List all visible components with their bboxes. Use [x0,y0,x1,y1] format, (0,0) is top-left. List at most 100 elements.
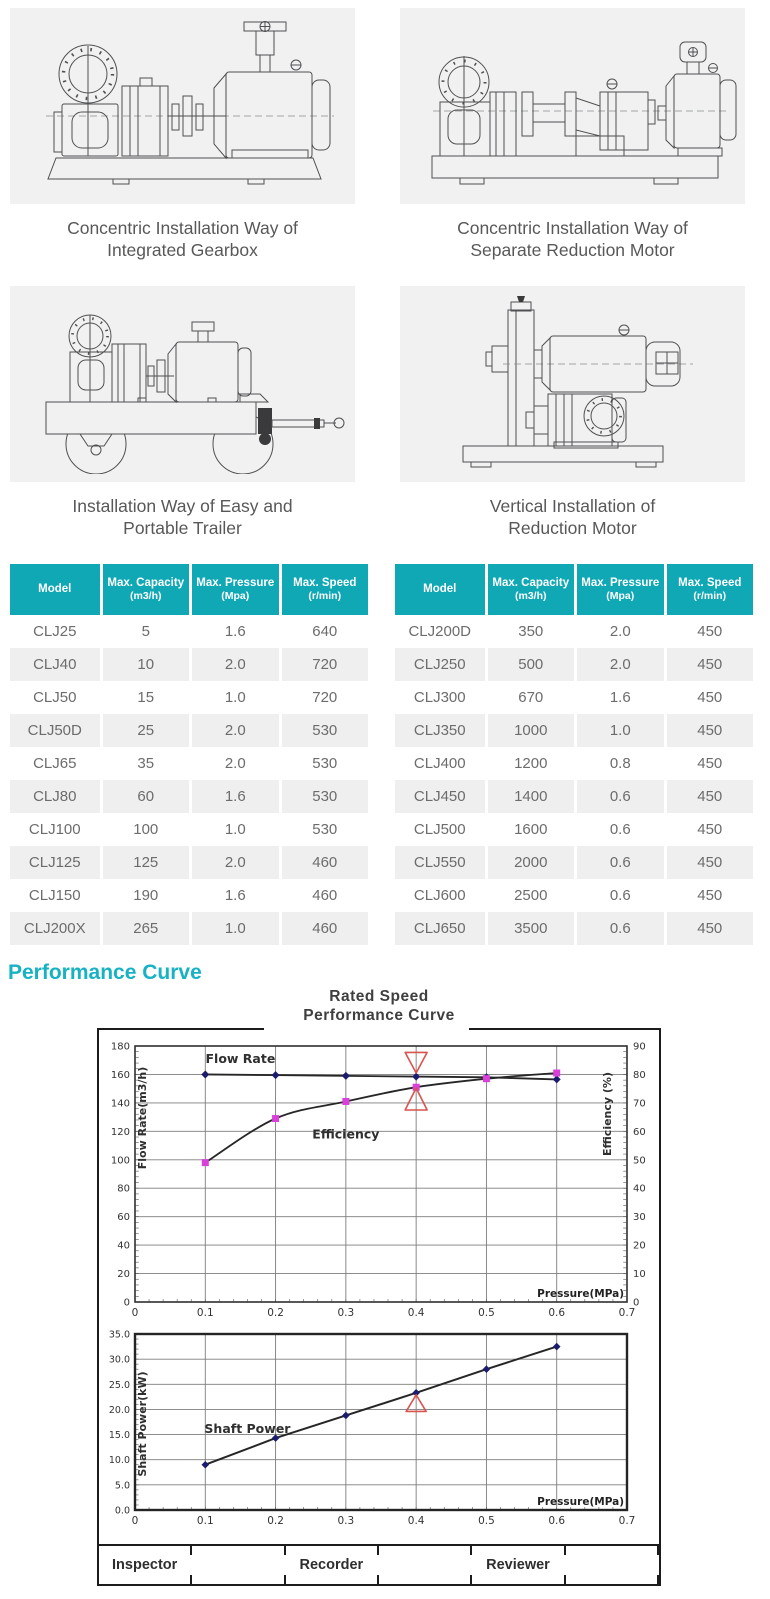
table-cell: 1.6 [189,614,279,648]
table-cell: 450 [663,812,753,846]
chart-title-line1: Rated Speed [329,987,429,1005]
table-cell: 1.0 [189,680,279,714]
footer-cell [379,1546,470,1584]
svg-text:0.6: 0.6 [548,1307,565,1319]
svg-text:0: 0 [132,1515,139,1527]
svg-text:40: 40 [633,1184,646,1195]
flow-efficiency-chart: 0 20 40 60 80 100 120 140 160 180 0 10 20 30 40 50 60 70 8… [99,1030,659,1326]
svg-text:20.0: 20.0 [109,1405,130,1416]
footer-divider [376,1546,379,1585]
table-cell: CLJ350 [395,713,485,747]
table-cell: 450 [663,680,753,714]
svg-text:5.0: 5.0 [115,1481,130,1492]
svg-text:0.2: 0.2 [267,1307,284,1319]
table-cell: 0.6 [574,845,664,879]
svg-text:90: 90 [633,1042,646,1053]
svg-text:80: 80 [117,1184,130,1195]
svg-text:Efficiency (%): Efficiency (%) [601,1072,614,1156]
table-cell: CLJ25 [10,614,100,648]
svg-text:Flow Rate: Flow Rate [206,1051,276,1066]
table-cell: 15 [99,680,189,714]
svg-text:0.7: 0.7 [619,1307,636,1319]
axis-tick-labels: 0.0 5.0 10.0 15.0 20.0 25.0 30.0 35.0 0 0.1 0.2 0.3… [109,1330,636,1528]
installation-figure-vertical: Vertical Installation of Reduction Motor [400,285,745,540]
caption-line: Reduction Motor [508,518,637,539]
footer-divider [470,1546,473,1585]
minor-ticks [135,1051,627,1302]
vertical-installation-drawing [462,295,693,468]
svg-text:Shaft Power(kW): Shaft Power(kW) [136,1372,149,1477]
table-cell: CLJ50 [10,680,100,714]
axis-tick-labels: 0 20 40 60 80 100 120 140 160 180 0 10 20 30 40 50 60 70 8… [111,1042,646,1320]
svg-text:0: 0 [124,1298,130,1309]
svg-text:Pressure(MPa): Pressure(MPa) [537,1496,624,1508]
table-cell: 1.6 [189,779,279,813]
svg-text:Shaft Power: Shaft Power [204,1421,291,1436]
table-cell: 5 [99,614,189,648]
table-cell: 2.0 [189,713,279,747]
svg-text:0.5: 0.5 [478,1515,495,1527]
column-header: Max. Speed (r/min) [663,563,753,615]
table-cell: CLJ450 [395,779,485,813]
table-cell: 60 [99,779,189,813]
table-row: CLJ350 1000 1.0 450 [395,713,753,747]
table-cell: 0.6 [574,878,664,912]
caption-line: Concentric Installation Way of [67,218,298,238]
drawing-card [400,285,745,482]
svg-text:35.0: 35.0 [109,1330,130,1341]
table-cell: CLJ125 [10,845,100,879]
table-row: CLJ500 1600 0.6 450 [395,812,753,846]
portable-trailer-drawing [45,314,344,474]
column-header: Model [395,563,485,615]
table-cell: 460 [278,845,368,879]
table-cell: CLJ200D [395,614,485,648]
footer-cell [566,1546,657,1584]
footer-divider [656,1546,659,1585]
table-cell: 450 [663,746,753,780]
footer-cell [192,1546,283,1584]
caption-line: Separate Reduction Motor [470,240,675,261]
gridlines [135,1046,627,1303]
shaft-power-svg: 0.0 5.0 10.0 15.0 20.0 25.0 30.0 35.0 0 0.1 0.2 0.3… [109,1330,636,1528]
table-cell: CLJ650 [395,911,485,945]
table-cell: CLJ200X [10,911,100,945]
footer-cell: Reviewer [486,1557,550,1574]
table-cell: 1400 [484,779,574,813]
table-row: CLJ40 10 2.0 720 [10,647,368,681]
table-cell: CLJ100 [10,812,100,846]
table-row: CLJ250 500 2.0 450 [395,647,753,681]
separate-reduction-motor-drawing [431,41,736,185]
installation-figure-integrated-gearbox: Concentric Installation Way of Integrate… [10,8,355,262]
spec-tables-section: Model Max. Capacity (m3/h) Max. Pressure (Mp… [0,563,770,945]
svg-text:0.4: 0.4 [408,1515,425,1527]
installation-gallery: Concentric Installation Way of Integrate… [0,0,770,540]
table-cell: CLJ150 [10,878,100,912]
svg-text:25.0: 25.0 [109,1380,130,1391]
table-cell: 450 [663,614,753,648]
svg-text:0.5: 0.5 [478,1307,495,1319]
flow-efficiency-svg: 0 20 40 60 80 100 120 140 160 180 0 10 20 30 40 50 60 70 8… [111,1042,646,1320]
footer-divider [563,1546,566,1585]
svg-text:140: 140 [111,1099,130,1110]
shaft-power-chart: 0.0 5.0 10.0 15.0 20.0 25.0 30.0 35.0 0 0.1 0.2 0.3… [99,1326,659,1544]
svg-text:0.1: 0.1 [197,1515,214,1527]
table-cell: 0.8 [574,746,664,780]
table-row: CLJ65 35 2.0 530 [10,746,368,780]
section-heading: Performance Curve [8,960,202,984]
footer-cell: Inspector [112,1557,178,1574]
table-cell: 0.6 [574,911,664,945]
column-header: Max. Pressure (Mpa) [574,563,664,615]
performance-chart-block: Rated Speed Performance Curve 0 20 40 60 80 1… [97,987,661,1587]
table-cell: 1.0 [574,713,664,747]
table-cell: 190 [99,878,189,912]
installation-figure-portable-trailer: Installation Way of Easy and Portable Tr… [10,285,355,540]
svg-text:120: 120 [111,1127,130,1138]
table-row: CLJ650 3500 0.6 450 [395,911,753,945]
svg-text:60: 60 [117,1212,130,1223]
svg-text:10: 10 [633,1269,646,1280]
svg-text:20: 20 [117,1269,130,1280]
table-cell: 35 [99,746,189,780]
table-cell: 720 [278,680,368,714]
table-cell: 3500 [484,911,574,945]
